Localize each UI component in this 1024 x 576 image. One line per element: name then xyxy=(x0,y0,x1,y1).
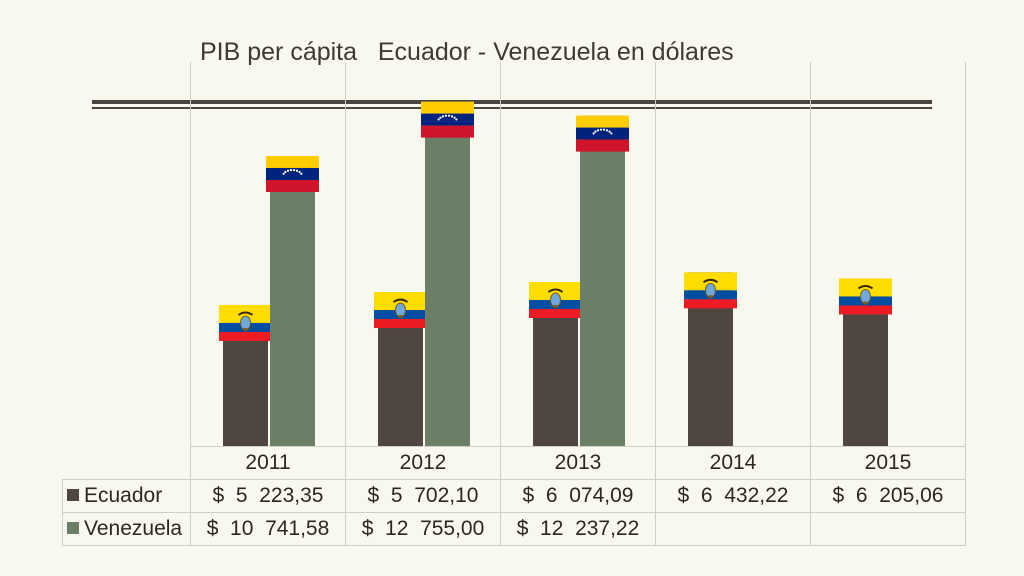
data-cell xyxy=(810,512,966,546)
legend-swatch-ecuador xyxy=(67,489,79,501)
year-header: 2012 xyxy=(345,446,501,480)
ecuador-flag-icon xyxy=(684,272,737,309)
bar-venezuela-2012 xyxy=(425,101,470,447)
series-name: Ecuador xyxy=(84,484,163,507)
data-cell: $ 12 755,00 xyxy=(345,512,501,546)
data-cell xyxy=(655,512,811,546)
venezuela-flag-icon xyxy=(421,101,474,138)
ecuador-flag-icon xyxy=(219,304,272,341)
data-cell: $ 5 223,35 xyxy=(190,479,346,513)
data-table: 2011 2012 2013 2014 2015 Ecuador $ 5 223… xyxy=(62,446,966,546)
bar-venezuela-2013 xyxy=(580,115,625,446)
chart-title: PIB per cápita Ecuador - Venezuela en dó… xyxy=(200,38,734,66)
ecuador-flag-icon xyxy=(839,278,892,315)
table-row-venezuela: Venezuela $ 10 741,58 $ 12 755,00 $ 12 2… xyxy=(62,512,966,546)
series-name: Venezuela xyxy=(84,517,183,540)
table-row-ecuador: Ecuador $ 5 223,35 $ 5 702,10 $ 6 074,09… xyxy=(62,479,966,513)
year-header: 2015 xyxy=(810,446,966,480)
bar-venezuela-2011 xyxy=(270,155,315,446)
data-cell: $ 5 702,10 xyxy=(345,479,501,513)
year-header: 2014 xyxy=(655,446,811,480)
year-header: 2013 xyxy=(500,446,656,480)
ecuador-flag-icon xyxy=(374,292,427,329)
year-header: 2011 xyxy=(190,446,346,480)
legend-venezuela: Venezuela xyxy=(62,512,191,546)
legend-ecuador: Ecuador xyxy=(62,479,191,513)
table-header-row: 2011 2012 2013 2014 2015 xyxy=(62,446,966,480)
data-cell: $ 6 432,22 xyxy=(655,479,811,513)
data-cell: $ 6 074,09 xyxy=(500,479,656,513)
table-corner xyxy=(62,446,191,480)
ecuador-flag-icon xyxy=(529,281,582,318)
venezuela-flag-icon xyxy=(576,115,629,152)
data-cell: $ 12 237,22 xyxy=(500,512,656,546)
data-cell: $ 6 205,06 xyxy=(810,479,966,513)
decorative-line-bottom xyxy=(92,107,932,109)
decorative-line-top xyxy=(92,100,932,104)
legend-swatch-venezuela xyxy=(67,522,79,534)
venezuela-flag-icon xyxy=(266,155,319,192)
data-cell: $ 10 741,58 xyxy=(190,512,346,546)
